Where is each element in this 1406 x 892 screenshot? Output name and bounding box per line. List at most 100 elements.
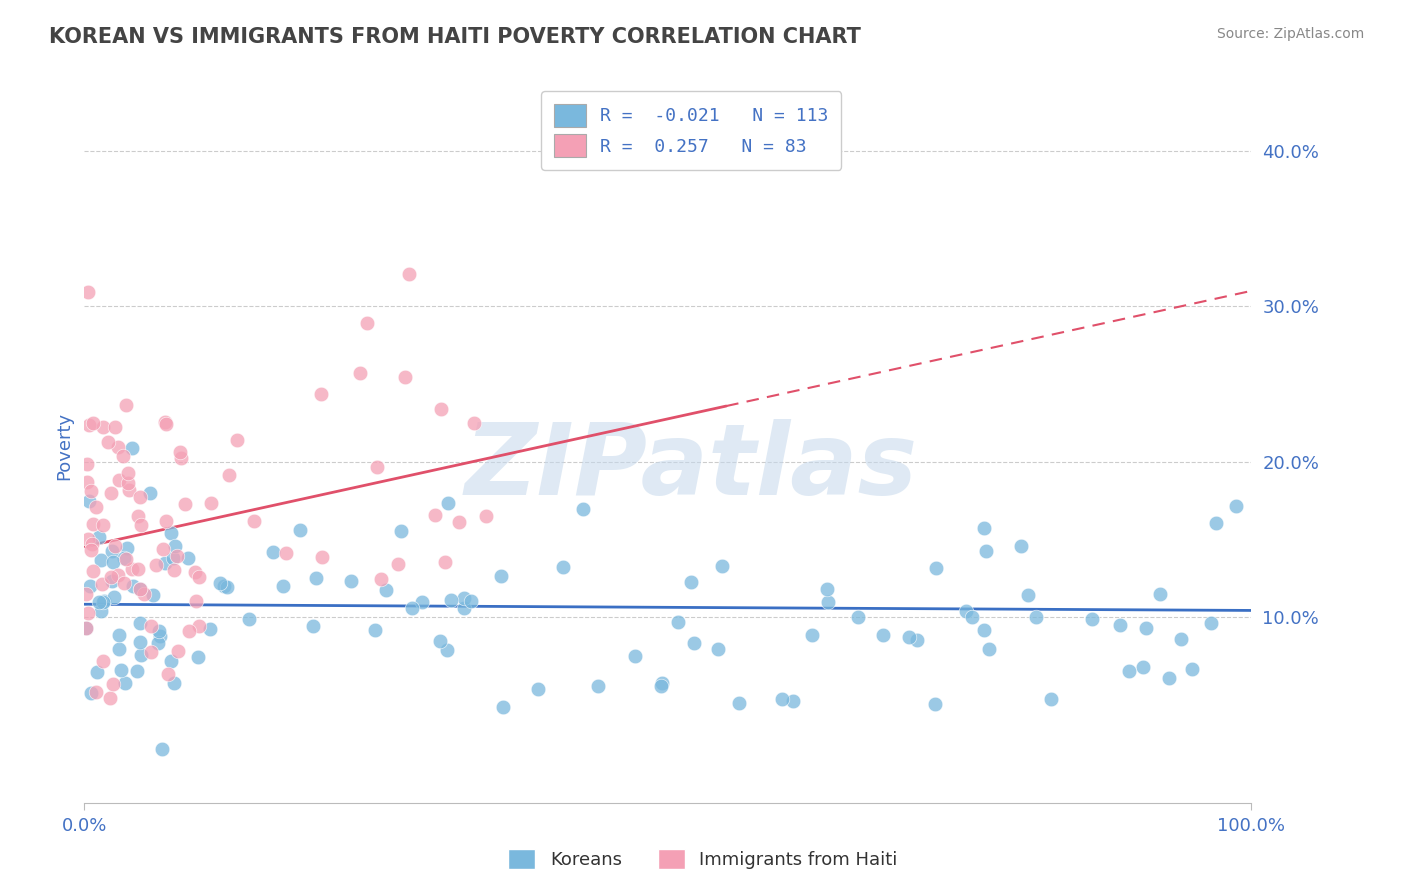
Point	[146, 635, 169, 649]
Point	[453, 601, 475, 615]
Point	[93, 593, 115, 607]
Point	[77, 417, 100, 432]
Point	[104, 419, 127, 434]
Point	[305, 571, 328, 585]
Point	[155, 556, 177, 570]
Point	[429, 401, 451, 416]
Point	[163, 539, 186, 553]
Point	[90, 577, 112, 591]
Point	[340, 574, 363, 589]
Point	[111, 449, 134, 463]
Point	[492, 699, 515, 714]
Point	[100, 485, 122, 500]
Point	[1170, 632, 1192, 647]
Point	[115, 541, 138, 555]
Point	[84, 684, 107, 698]
Point	[80, 483, 103, 498]
Point	[129, 616, 152, 631]
Point	[463, 416, 485, 430]
Point	[817, 595, 839, 609]
Point	[170, 451, 193, 466]
Point	[129, 582, 152, 596]
Point	[169, 444, 191, 458]
Point	[624, 648, 647, 663]
Point	[84, 500, 107, 515]
Point	[387, 557, 409, 571]
Point	[76, 458, 98, 472]
Point	[159, 654, 181, 668]
Point	[898, 631, 921, 645]
Y-axis label: Poverty: Poverty	[55, 412, 73, 480]
Point	[76, 606, 98, 620]
Point	[800, 628, 823, 642]
Point	[187, 650, 209, 665]
Point	[121, 562, 143, 576]
Point	[238, 612, 260, 626]
Point	[114, 676, 136, 690]
Point	[1025, 610, 1047, 624]
Point	[108, 473, 131, 487]
Point	[122, 578, 145, 592]
Point	[91, 654, 114, 668]
Point	[423, 508, 446, 523]
Point	[155, 515, 177, 529]
Point	[434, 555, 457, 569]
Point	[176, 551, 198, 566]
Point	[188, 619, 211, 633]
Point	[1080, 612, 1102, 626]
Point	[1159, 671, 1181, 685]
Point	[973, 521, 995, 535]
Point	[375, 583, 398, 598]
Point	[208, 576, 231, 591]
Point	[91, 517, 114, 532]
Point	[711, 559, 734, 574]
Point	[173, 497, 195, 511]
Point	[117, 466, 139, 480]
Text: KOREAN VS IMMIGRANTS FROM HAITI POVERTY CORRELATION CHART: KOREAN VS IMMIGRANTS FROM HAITI POVERTY …	[49, 27, 860, 46]
Point	[243, 514, 266, 528]
Point	[132, 586, 155, 600]
Point	[398, 267, 420, 281]
Point	[436, 643, 458, 657]
Point	[103, 590, 125, 604]
Point	[1199, 615, 1222, 630]
Legend: Koreans, Immigrants from Haiti: Koreans, Immigrants from Haiti	[499, 839, 907, 879]
Point	[1108, 618, 1130, 632]
Point	[139, 645, 162, 659]
Point	[153, 415, 176, 429]
Point	[163, 563, 186, 577]
Point	[389, 524, 412, 538]
Point	[770, 692, 793, 706]
Point	[274, 546, 297, 560]
Point	[200, 495, 222, 509]
Point	[128, 582, 150, 596]
Point	[974, 544, 997, 558]
Point	[666, 615, 689, 629]
Point	[186, 594, 208, 608]
Point	[681, 575, 703, 590]
Point	[80, 686, 103, 700]
Point	[80, 537, 103, 551]
Point	[1010, 539, 1032, 553]
Point	[152, 541, 174, 556]
Point	[489, 568, 512, 582]
Point	[447, 516, 470, 530]
Point	[166, 549, 188, 563]
Point	[75, 621, 97, 635]
Point	[103, 539, 125, 553]
Point	[162, 551, 184, 566]
Point	[108, 628, 131, 642]
Point	[129, 518, 152, 533]
Point	[1118, 664, 1140, 678]
Point	[97, 434, 120, 449]
Point	[706, 642, 728, 657]
Legend: R =  -0.021   N = 113, R =  0.257   N = 83: R = -0.021 N = 113, R = 0.257 N = 83	[541, 91, 841, 170]
Point	[1149, 587, 1171, 601]
Point	[110, 663, 132, 677]
Point	[100, 570, 122, 584]
Point	[127, 509, 149, 524]
Point	[117, 476, 139, 491]
Point	[157, 667, 180, 681]
Point	[155, 417, 177, 432]
Point	[131, 648, 153, 662]
